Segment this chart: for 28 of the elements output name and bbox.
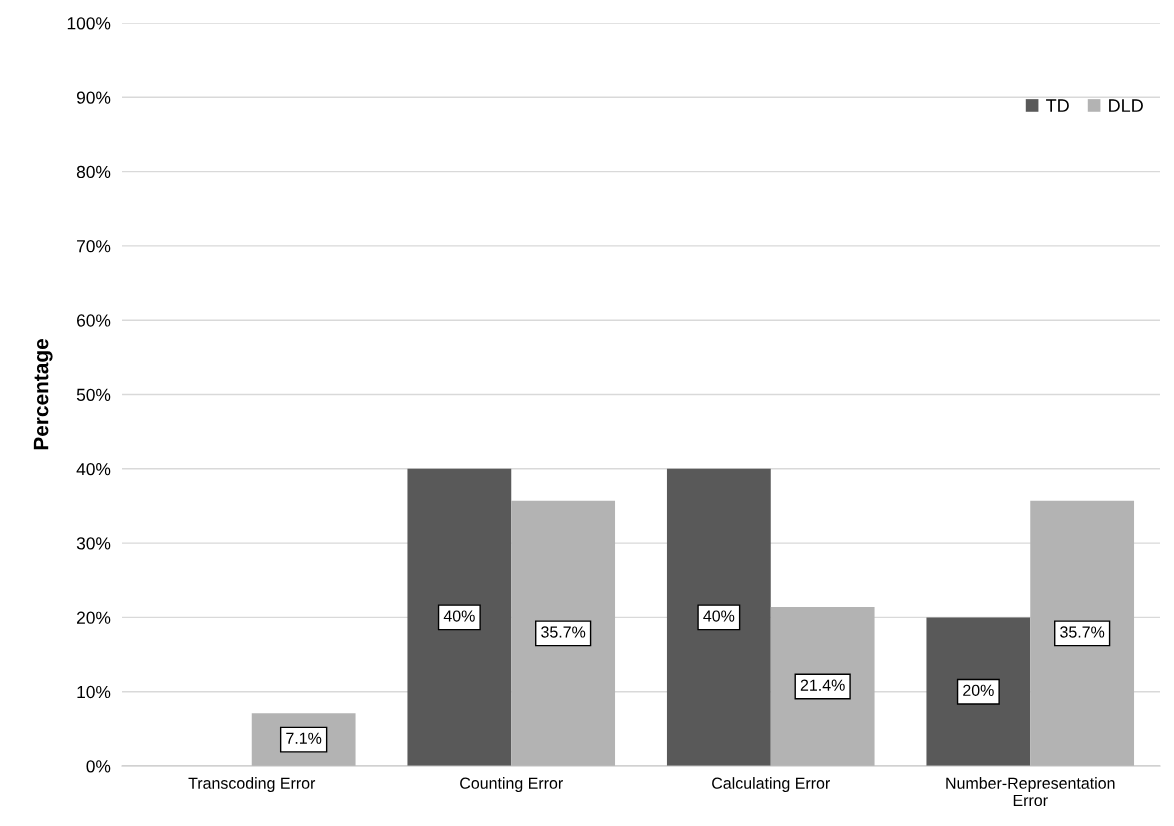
y-tick-label: 30% — [76, 537, 111, 550]
y-tick-label: 100% — [67, 17, 111, 30]
x-tick-label: Counting Error — [460, 777, 563, 792]
y-tick-label: 70% — [77, 240, 111, 253]
y-tick-label: 90% — [76, 91, 111, 104]
y-tick-label: 20% — [77, 611, 111, 624]
x-tick-label: Number-Representation Error — [946, 777, 1115, 807]
data-label: 40% — [703, 610, 735, 622]
data-label: 40% — [443, 610, 475, 622]
x-tick-label: Calculating Error — [712, 777, 830, 792]
data-label: 35.7% — [541, 626, 586, 638]
y-tick-label: 10% — [77, 685, 111, 699]
data-label: 7.1% — [286, 732, 322, 744]
bar — [666, 468, 771, 766]
y-tick-label: 50% — [76, 388, 111, 401]
bar — [926, 617, 1031, 766]
bar — [407, 468, 512, 766]
y-tick-label: 40% — [76, 462, 111, 476]
data-label: 35.7% — [1060, 626, 1105, 638]
legend-label: TD — [1046, 99, 1069, 112]
data-label: 20% — [963, 684, 994, 696]
legend-label: DLD — [1109, 99, 1143, 112]
data-label: 21.4% — [800, 679, 845, 691]
x-tick-label: Transcoding Error — [188, 777, 316, 792]
y-tick-label: 60% — [77, 314, 111, 327]
y-axis-title: Percentage — [33, 339, 53, 450]
y-tick-label: 80% — [76, 165, 111, 179]
y-tick-label: 0% — [86, 760, 111, 773]
